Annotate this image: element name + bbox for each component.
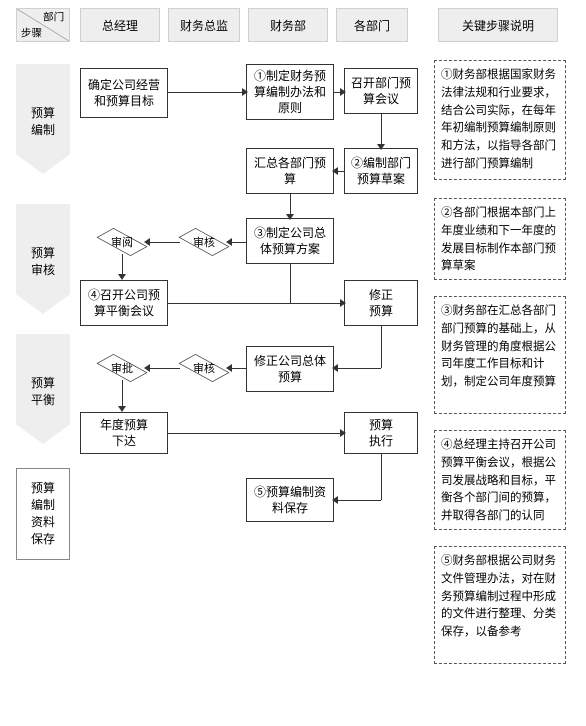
header-col-1: 财务总监 [168, 8, 240, 42]
explain-2: ②各部门根据本部门上年度业绩和下一年度的发展目标制作本部门预算草案 [434, 198, 566, 280]
box-fixco: 修正公司总体预算 [246, 346, 334, 392]
header-diag-top: 部门 [43, 10, 64, 23]
box-balance: ④召开公司预算平衡会议 [80, 280, 168, 326]
step-1: 预算编制 [16, 64, 70, 174]
step-4: 预算编制资料保存 [16, 468, 70, 560]
header-col-0: 总经理 [80, 8, 160, 42]
box-save: ⑤预算编制资料保存 [246, 478, 334, 522]
explain-1: ①财务部根据国家财务法律法规和行业要求，结合公司实际，在每年年初编制预算编制原则… [434, 60, 566, 180]
header-col-2: 财务部 [248, 8, 328, 42]
box-meeting: 召开部门预算会议 [344, 68, 418, 114]
diamond-review1: 审阅 [98, 230, 146, 254]
header-diag-bottom: 步骤 [21, 27, 42, 39]
explain-4: ④总经理主持召开公司预算平衡会议，根据公司发展战略和目标，平衡各个部门间的预算，… [434, 430, 566, 530]
box-plan: ③制定公司总体预算方案 [246, 218, 334, 264]
box-exec: 预算执行 [344, 412, 418, 454]
explain-3: ③财务部在汇总各部门部门预算的基础上，从财务管理的角度根据公司年度工作目标和计划… [434, 296, 566, 414]
header-col-4: 关键步骤说明 [438, 8, 558, 42]
box-draft: ②编制部门预算草案 [344, 148, 418, 194]
box-method: ①制定财务预算编制办法和原则 [246, 64, 334, 120]
box-goal: 确定公司经营和预算目标 [80, 68, 168, 118]
diamond-review2: 审批 [98, 356, 146, 380]
step-3: 预算平衡 [16, 334, 70, 444]
box-issue: 年度预算下达 [80, 412, 168, 454]
step-2: 预算审核 [16, 204, 70, 314]
diamond-check1: 审核 [180, 230, 228, 254]
header-col-3: 各部门 [336, 8, 408, 42]
box-fix: 修正预算 [344, 280, 418, 326]
diamond-check2: 审核 [180, 356, 228, 380]
flowchart-canvas: 部门 步骤 总经理 财务总监 财务部 各部门 关键步骤说明 预算编制 预算审核 … [8, 8, 578, 718]
header-diag: 部门 步骤 [16, 8, 70, 42]
box-sum: 汇总各部门预算 [246, 148, 334, 194]
explain-5: ⑤财务部根据公司财务文件管理办法，对在财务预算编制过程中形成的文件进行整理、分类… [434, 546, 566, 664]
